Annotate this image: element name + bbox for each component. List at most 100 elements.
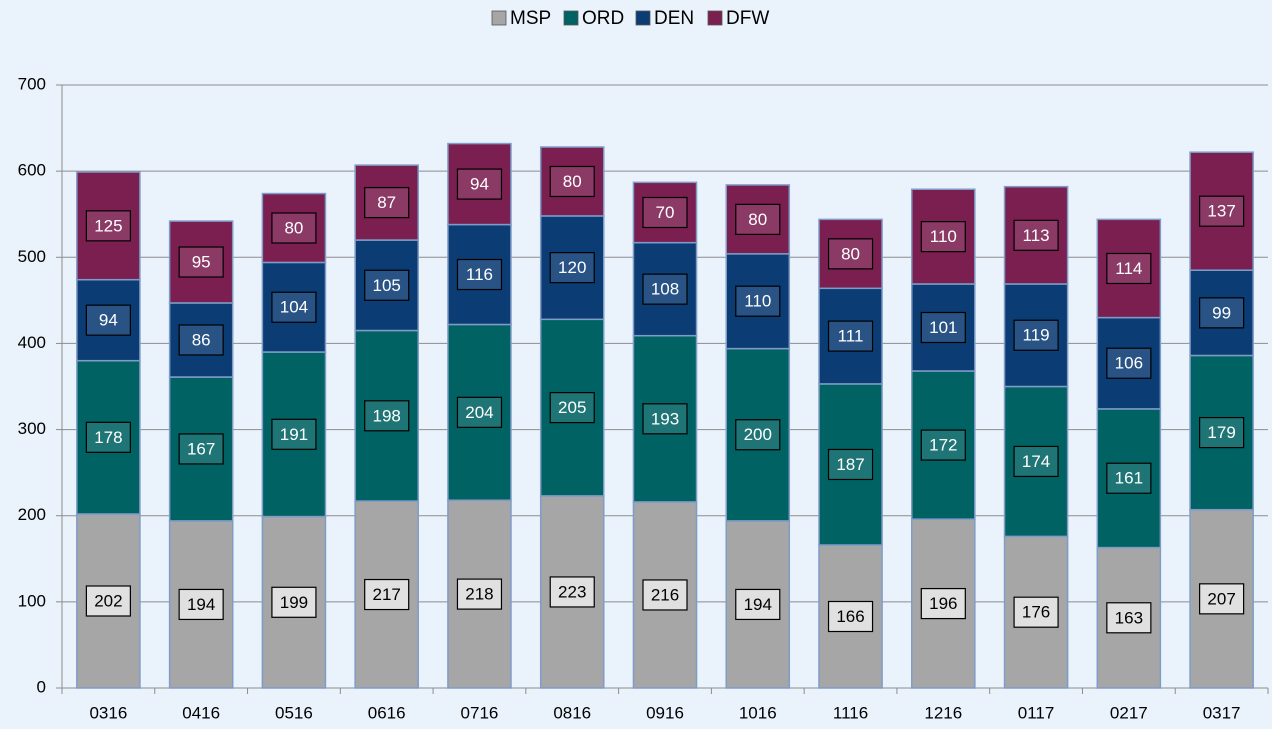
- data-label: 101: [929, 318, 957, 337]
- data-label: 86: [192, 330, 211, 349]
- data-label: 110: [744, 292, 771, 311]
- data-label: 216: [651, 585, 679, 604]
- data-label: 108: [651, 280, 679, 299]
- data-label: 178: [94, 428, 122, 447]
- y-tick-label: 300: [18, 419, 46, 438]
- data-label: 202: [94, 591, 122, 610]
- x-tick-label: 0117: [1018, 703, 1055, 722]
- x-tick-label: 0816: [553, 703, 591, 722]
- data-label-box: [827, 320, 874, 352]
- data-label-box: [1106, 347, 1152, 379]
- data-label-box: [1013, 219, 1059, 251]
- x-tick-label: 0616: [368, 703, 406, 722]
- data-label: 80: [841, 244, 860, 263]
- data-label: 120: [558, 258, 586, 277]
- data-label-box: [735, 285, 781, 317]
- data-label-box: [1199, 583, 1245, 615]
- data-label-box: [735, 203, 781, 235]
- data-label-box: [271, 212, 317, 244]
- data-label: 194: [744, 595, 772, 614]
- legend-swatch: [707, 10, 723, 26]
- data-label-box: [456, 396, 503, 428]
- data-label-box: [1013, 445, 1059, 478]
- data-label-box: [178, 433, 224, 465]
- data-label: 111: [838, 327, 864, 346]
- y-tick-label: 0: [37, 677, 46, 696]
- data-label-box: [1013, 319, 1059, 351]
- data-label: 217: [373, 585, 401, 604]
- data-label: 106: [1115, 354, 1143, 373]
- legend-label: MSP: [510, 8, 551, 29]
- data-label-box: [85, 304, 131, 336]
- x-tick-label: 0316: [89, 703, 127, 722]
- data-label: 223: [558, 582, 586, 601]
- data-label-box: [271, 418, 317, 450]
- data-label-box: [920, 587, 966, 620]
- legend-swatch: [563, 10, 579, 26]
- data-label-box: [1199, 416, 1245, 449]
- data-label-box: [364, 186, 410, 219]
- x-tick-label: 0916: [646, 703, 684, 722]
- data-label: 167: [187, 439, 215, 458]
- data-label: 119: [1023, 326, 1050, 345]
- data-label: 70: [656, 203, 675, 222]
- data-label: 99: [1212, 303, 1231, 322]
- data-label-box: [1106, 602, 1152, 634]
- data-label-box: [85, 210, 131, 242]
- data-label-box: [85, 421, 131, 453]
- data-label-box: [364, 578, 410, 611]
- data-label: 94: [470, 175, 489, 194]
- data-label-box: [920, 429, 966, 461]
- data-label-box: [1106, 462, 1152, 494]
- data-label: 187: [836, 455, 864, 474]
- data-label: 80: [563, 172, 582, 191]
- data-label: 80: [748, 210, 767, 229]
- x-tick-label: 1016: [739, 703, 777, 722]
- x-tick-label: 0516: [275, 703, 313, 722]
- data-label-box: [456, 168, 503, 200]
- data-label-box: [549, 252, 595, 284]
- data-label: 193: [651, 409, 679, 428]
- data-label-box: [920, 311, 966, 344]
- data-label-box: [549, 576, 595, 608]
- y-tick-label: 400: [18, 333, 46, 352]
- data-label: 199: [280, 593, 308, 612]
- y-tick-label: 200: [18, 505, 46, 524]
- legend-label: DEN: [654, 8, 694, 29]
- data-label: 114: [1115, 259, 1142, 278]
- data-label: 161: [1115, 469, 1143, 488]
- x-tick-label: 0416: [182, 703, 220, 722]
- data-label: 94: [99, 311, 118, 330]
- data-label: 198: [373, 406, 401, 425]
- data-label-box: [364, 269, 410, 301]
- x-tick-label: 1216: [924, 703, 962, 722]
- data-label-box: [549, 392, 595, 424]
- y-tick-label: 500: [18, 247, 46, 266]
- data-label-box: [364, 400, 410, 432]
- data-label: 95: [192, 253, 211, 272]
- data-label-box: [271, 586, 317, 618]
- data-label: 194: [187, 595, 215, 614]
- data-label: 113: [1023, 226, 1050, 245]
- data-label-box: [827, 600, 874, 633]
- x-tick-label: 1116: [833, 703, 868, 722]
- data-label-box: [456, 578, 503, 610]
- data-label: 204: [465, 403, 493, 422]
- data-label: 163: [1115, 608, 1143, 627]
- data-label: 176: [1022, 603, 1050, 622]
- data-label: 105: [373, 276, 401, 295]
- data-label-box: [642, 273, 688, 305]
- data-label-box: [735, 419, 781, 451]
- data-label: 172: [929, 436, 957, 455]
- y-tick-label: 600: [18, 161, 46, 180]
- legend-swatch: [491, 10, 507, 26]
- data-label-box: [178, 246, 224, 278]
- data-label: 179: [1207, 423, 1235, 442]
- data-label-box: [920, 221, 966, 253]
- data-label: 104: [280, 298, 308, 317]
- data-label-box: [1106, 252, 1152, 285]
- data-label-box: [456, 258, 503, 291]
- data-label-box: [178, 324, 224, 356]
- data-label-box: [178, 588, 224, 621]
